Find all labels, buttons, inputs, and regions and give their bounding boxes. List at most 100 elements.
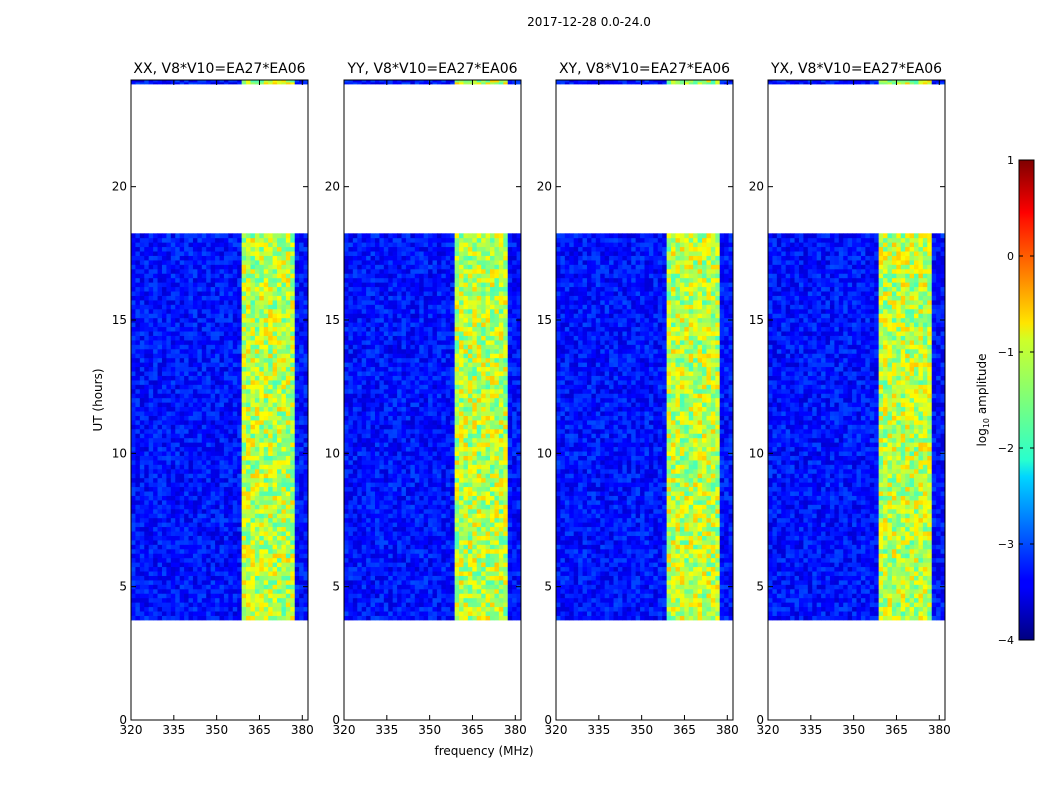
heatmap-cell [188, 282, 194, 288]
heatmap-cell [290, 255, 296, 261]
heatmap-cell [419, 544, 425, 550]
heatmap-cell [254, 362, 260, 368]
heatmap-cell [237, 424, 243, 430]
heatmap-cell [188, 486, 194, 492]
heatmap-cell [290, 393, 296, 399]
heatmap-cell [374, 477, 380, 483]
heatmap-cell [228, 464, 234, 470]
heatmap-cell [250, 291, 256, 296]
heatmap-cell [379, 540, 385, 545]
heatmap-cell [277, 344, 282, 350]
heatmap-cell [419, 606, 425, 612]
heatmap-cell [144, 237, 150, 243]
heatmap-cell [272, 424, 278, 430]
heatmap-cell [170, 606, 176, 612]
heatmap-cell [166, 371, 172, 376]
heatmap-cell [161, 526, 167, 532]
heatmap-cell [428, 504, 433, 510]
heatmap-cell [135, 251, 141, 256]
heatmap-cell [414, 571, 420, 576]
heatmap-cell [201, 331, 207, 336]
heatmap-cell [148, 340, 154, 345]
heatmap-cell [223, 606, 229, 612]
heatmap-cell [268, 268, 274, 274]
heatmap-cell [250, 411, 256, 416]
heatmap-cell [299, 353, 304, 359]
heatmap-cell [414, 557, 420, 563]
heatmap-cell [294, 375, 300, 381]
heatmap-cell [250, 268, 256, 274]
heatmap-cell [144, 313, 150, 319]
panel-title: XX, V8*V10=EA27*EA06 [133, 61, 305, 77]
heatmap-cell [272, 260, 278, 265]
heatmap-cell [210, 548, 216, 554]
heatmap-cell [131, 473, 136, 479]
heatmap-cell [397, 535, 402, 541]
heatmap-cell [246, 411, 251, 416]
heatmap-cell [241, 411, 247, 416]
heatmap-cell [153, 571, 158, 576]
heatmap-cell [175, 291, 181, 296]
heatmap-cell [153, 331, 158, 336]
heatmap-cell [175, 491, 181, 496]
heatmap-cell [170, 397, 176, 403]
heatmap-cell [210, 371, 216, 376]
heatmap-cell [507, 562, 513, 568]
heatmap-cell [192, 548, 198, 554]
heatmap-cell [259, 268, 265, 274]
heatmap-cell [131, 615, 136, 621]
heatmap-cell [357, 553, 363, 559]
heatmap-cell [184, 402, 189, 408]
heatmap-cell [397, 571, 402, 576]
heatmap-cell [192, 531, 198, 536]
heatmap-cell [374, 553, 380, 559]
heatmap-cell [228, 304, 234, 310]
heatmap-cell [263, 437, 269, 443]
heatmap-cell [197, 277, 203, 283]
heatmap-cell [197, 420, 203, 425]
heatmap-cell [197, 366, 203, 372]
heatmap-cell [285, 446, 291, 452]
heatmap-cell [397, 553, 402, 559]
heatmap-cell [397, 482, 402, 488]
heatmap-cell [467, 500, 473, 505]
heatmap-cell [268, 611, 274, 616]
heatmap-cell [166, 264, 172, 270]
heatmap-cell [192, 402, 198, 408]
heatmap-cell [352, 486, 358, 492]
heatmap-cell [223, 451, 229, 456]
heatmap-cell [192, 80, 198, 83]
heatmap-cell [153, 371, 158, 376]
heatmap-cell [161, 317, 167, 323]
heatmap-cell [494, 526, 500, 532]
heatmap-cell [370, 575, 376, 581]
heatmap-cell [516, 504, 522, 510]
heatmap-cell [192, 304, 198, 310]
heatmap-cell [232, 482, 238, 488]
heatmap-cell [175, 580, 181, 585]
heatmap-cell [485, 606, 491, 612]
heatmap-cell [299, 486, 304, 492]
heatmap-cell [223, 286, 229, 292]
heatmap-cell [299, 375, 304, 381]
heatmap-cell [498, 588, 504, 594]
heatmap-cell [228, 437, 234, 443]
heatmap-cell [144, 584, 150, 590]
heatmap-cell [459, 571, 464, 576]
heatmap-cell [250, 593, 256, 599]
heatmap-cell [228, 446, 234, 452]
heatmap-cell [467, 611, 473, 616]
heatmap-cell [405, 468, 411, 474]
heatmap-cell [379, 468, 385, 474]
heatmap-cell [494, 602, 500, 608]
heatmap-cell [290, 308, 296, 314]
heatmap-cell [405, 531, 411, 536]
heatmap-cell [223, 566, 229, 572]
heatmap-cell [285, 326, 291, 332]
heatmap-cell [161, 242, 167, 248]
heatmap-cell [259, 424, 265, 430]
heatmap-cell [219, 611, 225, 616]
heatmap-cell [250, 402, 256, 408]
heatmap-cell [423, 593, 429, 599]
heatmap-cell [175, 353, 181, 359]
